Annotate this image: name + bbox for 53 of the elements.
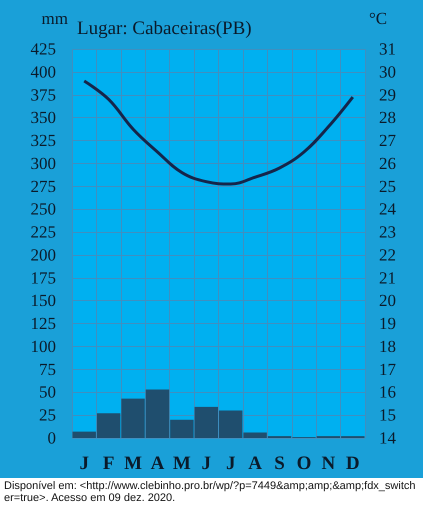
y-tick-label: 200 (30, 245, 56, 264)
x-tick-label: J (79, 453, 89, 474)
y-tick-label: 325 (30, 131, 56, 150)
y-tick-label: 50 (39, 382, 56, 402)
y2-tick-label: 17 (379, 360, 396, 379)
y-tick-label: 275 (30, 176, 56, 196)
y2-tick-label: 15 (379, 406, 396, 425)
x-tick-label: M (172, 453, 191, 474)
y2-tick-label: 28 (379, 108, 396, 128)
y2-axis-title: °C (369, 9, 388, 28)
x-tick-label: M (124, 453, 142, 474)
y2-tick-label: 20 (379, 291, 396, 310)
y2-tick-label: 30 (379, 62, 396, 82)
x-tick-label: S (274, 453, 285, 474)
y-tick-label: 125 (30, 314, 56, 334)
y2-tick-label: 19 (379, 314, 396, 334)
y-tick-label: 250 (30, 200, 56, 219)
x-tick-label: O (296, 453, 312, 474)
line-series (82, 80, 354, 186)
y-tick-label: 225 (30, 222, 56, 242)
x-tick-label: F (102, 453, 114, 474)
y2-tick-label: 18 (379, 336, 396, 356)
y-tick-label: 150 (30, 291, 56, 310)
y-tick-label: 25 (39, 406, 56, 425)
y2-tick-label: 14 (379, 428, 396, 448)
chart-title: Lugar: Cabaceiras(PB) (77, 18, 252, 39)
y2-tick-label: 21 (379, 268, 396, 288)
y2-tick-label: 25 (379, 176, 396, 196)
y2-tick-label: 23 (379, 222, 396, 242)
x-tick-label: J (202, 453, 212, 474)
y-tick-label: 75 (39, 360, 56, 379)
y-tick-label: 100 (30, 336, 56, 356)
text: Disponível em: <http://www.clebinho.pro.br/wp/?p=7449&amp;amp;&amp;fdx_switcher=true>. Acesso em 09 dez. 2020. (3, 479, 416, 506)
y-tick-label: 375 (30, 85, 56, 104)
y-axis-title: mm (42, 9, 68, 28)
x-tick-label: N (322, 453, 336, 474)
x-tick-label: A (150, 453, 165, 474)
y2-tick-label: 16 (379, 382, 396, 402)
y-tick-label: 425 (30, 40, 56, 58)
y2-tick-label: 24 (379, 200, 396, 219)
y-tick-label: 350 (30, 108, 56, 128)
y2-tick-label: 29 (379, 85, 396, 104)
y2-tick-label: 22 (379, 245, 396, 264)
y2-tick-label: 27 (379, 131, 396, 150)
x-tick-label: J (226, 453, 236, 474)
y-tick-label: 300 (30, 154, 56, 173)
y-tick-label: 400 (30, 62, 56, 82)
y-tick-label: 175 (30, 268, 56, 288)
y2-tick-label: 31 (379, 40, 396, 58)
x-tick-label: A (248, 453, 262, 474)
x-tick-label: D (346, 453, 360, 474)
y2-tick-label: 26 (379, 154, 396, 173)
y-tick-label: 0 (48, 428, 56, 448)
